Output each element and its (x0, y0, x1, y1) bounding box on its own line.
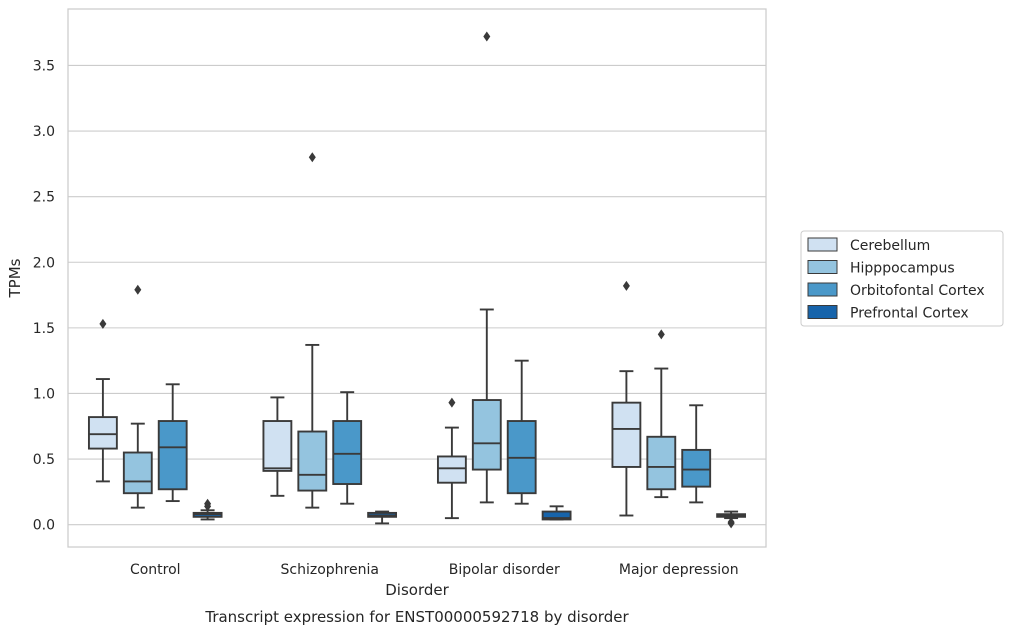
box-body (541, 510, 572, 521)
y-tick-label: 2.5 (33, 190, 55, 206)
box-2-1 (332, 391, 363, 505)
box-1-2 (471, 31, 502, 504)
box-0-3 (611, 280, 642, 517)
legend-frame (800, 230, 1004, 327)
box-body (646, 435, 677, 491)
y-tick-label: 1.5 (33, 321, 55, 337)
legend: Cerebellum Hipppocampus Orbitofontal Corte… (800, 230, 1004, 327)
y-tick-label: 2.0 (33, 255, 55, 271)
box-1-1 (297, 152, 328, 509)
box-body (436, 455, 467, 484)
legend-label: Hipppocampus (850, 261, 955, 277)
box-body (611, 401, 642, 468)
x-axis-label: Disorder (385, 581, 449, 599)
outlier-point (657, 329, 665, 340)
box-3-1 (367, 510, 398, 525)
box-0-1 (262, 396, 293, 497)
box-3-2 (541, 505, 572, 521)
box-2-0 (157, 383, 188, 503)
y-tick-label: 0.0 (33, 518, 55, 534)
y-tick-label: 3.0 (33, 124, 55, 140)
y-tick-label: 3.5 (33, 58, 55, 74)
legend-swatch (807, 282, 838, 297)
legend-label: Prefrontal Cortex (850, 306, 969, 322)
outlier-point (448, 397, 456, 408)
box-body (262, 420, 293, 472)
box-body (681, 448, 712, 488)
box-3-0 (192, 498, 223, 521)
box-body (297, 430, 328, 492)
outlier-point (99, 318, 107, 329)
legend-swatch (807, 237, 838, 252)
boxes (87, 31, 747, 529)
box-body (332, 420, 363, 485)
y-axis-label: TPMs (6, 258, 24, 298)
box-2-2 (506, 359, 537, 505)
outlier-point (622, 280, 630, 291)
box-body (471, 399, 502, 471)
box-1-0 (122, 284, 153, 509)
y-tick-label: 0.5 (33, 452, 55, 468)
chart-caption: Transcript expression for ENST0000059271… (204, 608, 629, 626)
x-tick-label: Control (130, 562, 181, 578)
legend-swatch (807, 305, 838, 319)
box-body (87, 416, 118, 450)
box-3-3 (716, 510, 747, 529)
box-2-3 (681, 404, 712, 504)
outlier-point (134, 284, 142, 295)
legend-label: Orbitofontal Cortex (850, 283, 985, 299)
box-1-3 (646, 329, 677, 499)
x-tick-label: Bipolar disorder (449, 562, 560, 578)
box-0-2 (436, 397, 467, 520)
outlier-point (308, 152, 316, 163)
legend-swatch (807, 260, 838, 274)
x-tick-labels: Control Schizophrenia Bipolar disorder Majo… (130, 562, 739, 578)
x-tick-label: Schizophrenia (281, 562, 379, 578)
box-body (157, 420, 188, 491)
outlier-point (483, 31, 491, 42)
plot-frame (67, 8, 767, 548)
x-tick-label: Major depression (619, 562, 739, 578)
legend-label: Cerebellum (850, 238, 930, 254)
y-tick-labels: 0.0 0.5 1.0 1.5 2.0 2.5 3.0 3.5 (33, 58, 55, 533)
outlier-point (727, 517, 735, 528)
box-body (122, 451, 153, 495)
box-0-0 (87, 318, 118, 483)
y-tick-label: 1.0 (33, 386, 55, 402)
outlier-point (204, 501, 212, 512)
